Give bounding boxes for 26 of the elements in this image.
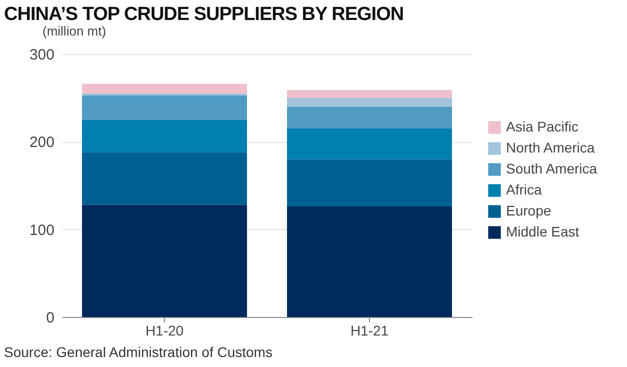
bar bbox=[287, 106, 452, 129]
bar bbox=[82, 95, 247, 120]
chart-title: CHINA’S TOP CRUDE SUPPLIERS BY REGION bbox=[4, 4, 404, 26]
bar bbox=[287, 206, 452, 317]
source-note: Source: General Administration of Customs bbox=[4, 344, 272, 360]
legend-label: South America bbox=[506, 160, 598, 176]
y-axis-title: (million mt) bbox=[42, 24, 106, 38]
bar bbox=[287, 90, 452, 98]
legend-label: Asia Pacific bbox=[506, 118, 578, 134]
legend-label: Africa bbox=[506, 182, 542, 198]
bar bbox=[82, 152, 247, 205]
bar bbox=[82, 84, 247, 94]
bar bbox=[287, 159, 452, 207]
legend-label: Europe bbox=[506, 202, 552, 218]
legend-label: Middle East bbox=[506, 224, 580, 240]
bar bbox=[287, 128, 452, 160]
x-tick-label: H1-20 bbox=[145, 322, 184, 338]
legend-label: North America bbox=[506, 140, 595, 156]
y-tick-label: 0 bbox=[46, 310, 54, 326]
y-tick-label: 300 bbox=[29, 46, 54, 64]
bar bbox=[287, 98, 452, 107]
bar bbox=[82, 120, 247, 152]
bar bbox=[82, 204, 247, 317]
y-tick-label: 200 bbox=[29, 134, 54, 152]
x-tick-label: H1-21 bbox=[350, 322, 389, 338]
y-tick-label: 100 bbox=[29, 222, 54, 239]
